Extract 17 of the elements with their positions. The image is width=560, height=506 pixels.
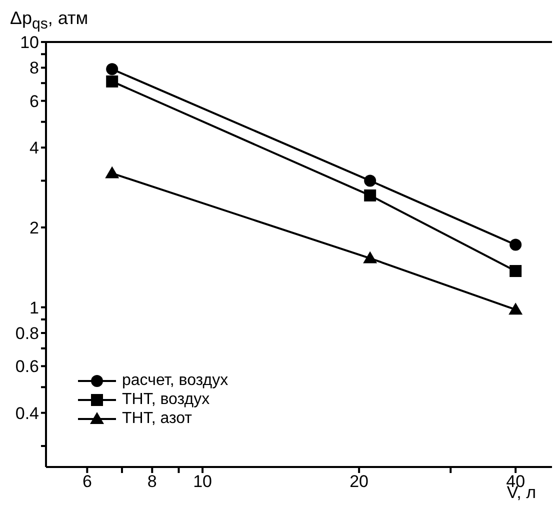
y-tick-label: 0.6	[15, 357, 39, 376]
legend-label: ТНТ, азот	[122, 410, 192, 428]
y-tick-label: 0.4	[15, 404, 39, 423]
y-tick-label: 2	[30, 218, 39, 238]
x-tick-label: 20	[350, 472, 369, 492]
y-tick-label: 10	[20, 33, 39, 52]
legend-label: расчет, воздух	[122, 372, 228, 390]
x-tick-label: 10	[193, 472, 212, 492]
y-tick-label: 6	[30, 92, 39, 111]
x-tick-label: 6	[82, 472, 92, 492]
y-tick-label: 1	[30, 298, 39, 318]
y-tick-label: 8	[30, 58, 39, 78]
legend-label: ТНТ, воздух	[122, 390, 210, 408]
x-tick-label: 8	[147, 472, 157, 492]
y-tick-label: 0.8	[15, 324, 39, 344]
y-axis-title: Δp$_{qs}$, атм	[10, 8, 88, 33]
y-tick-label: 4	[30, 138, 39, 158]
